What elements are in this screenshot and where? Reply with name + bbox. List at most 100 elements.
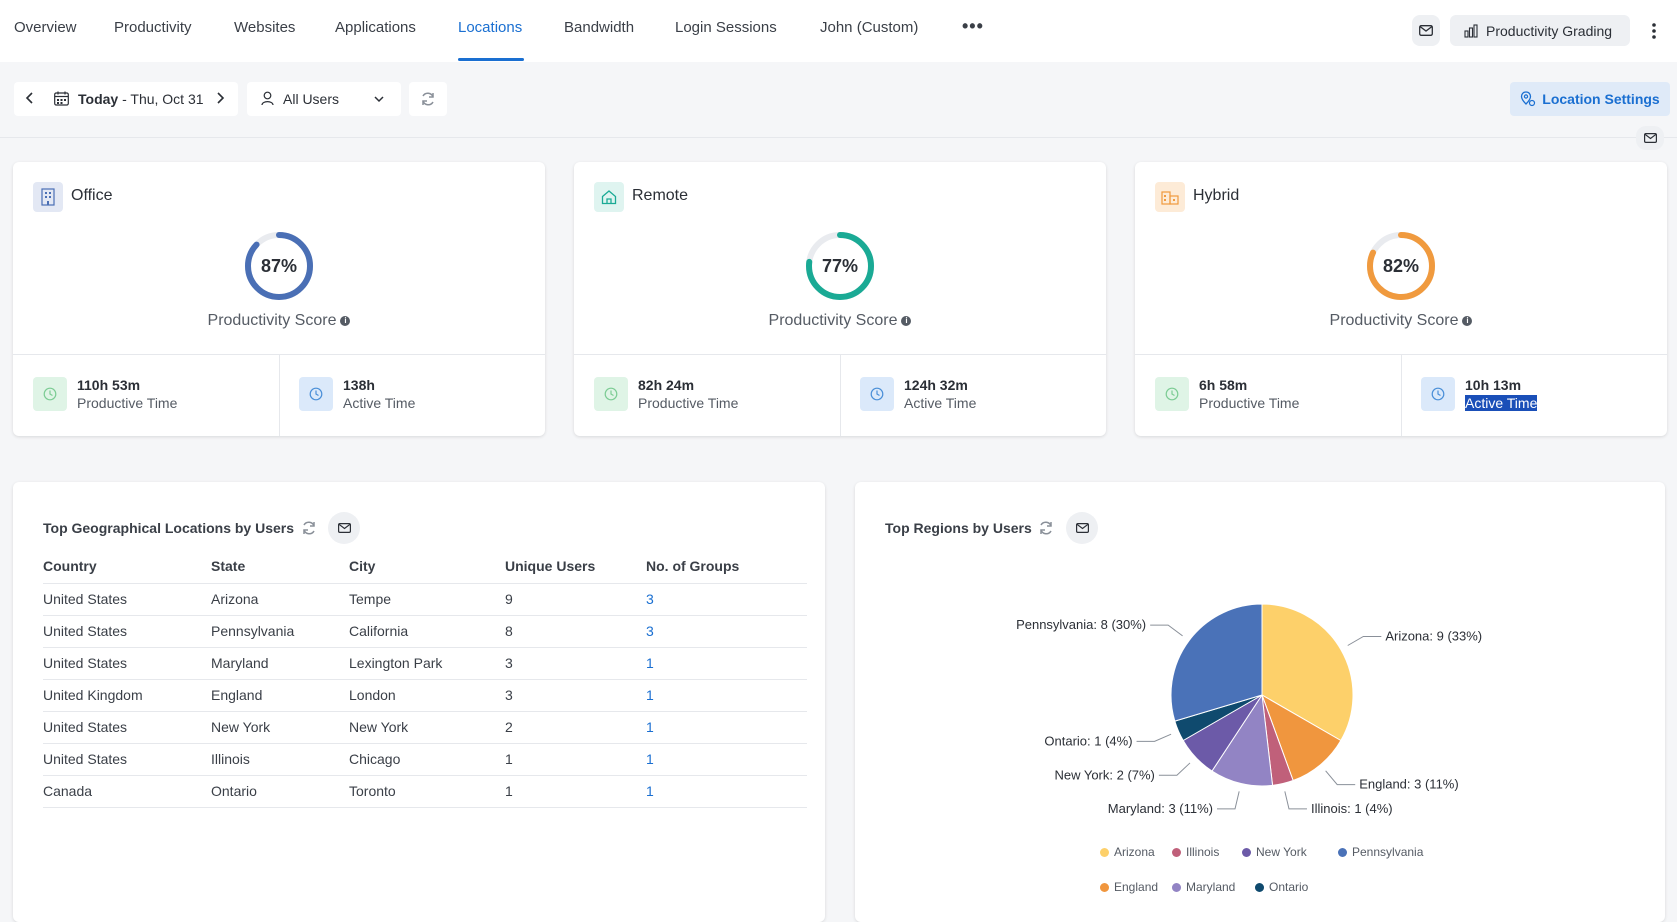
- table-header-row: Country State City Unique Users No. of G…: [43, 549, 807, 584]
- panel-title: Top Geographical Locations by Users: [43, 520, 295, 536]
- groups-cell[interactable]: 1: [646, 647, 807, 680]
- tab-websites[interactable]: Websites: [234, 19, 296, 36]
- hybrid-card: Hybrid 82% Productivity Score i 6h 58m Pr…: [1135, 162, 1667, 436]
- refresh-geo-button[interactable]: [301, 520, 317, 541]
- legend-item-new-york[interactable]: New York: [1242, 845, 1307, 859]
- table-row: United States Maryland Lexington Park 3 1: [43, 647, 807, 680]
- tab-applications[interactable]: Applications: [335, 19, 416, 36]
- legend-label: England: [1114, 880, 1159, 894]
- productivity-grading-button[interactable]: Productivity Grading: [1450, 15, 1630, 46]
- date-today: Today: [78, 91, 119, 107]
- office-building-icon: [33, 182, 63, 212]
- productivity-score-label: Productivity Score i: [13, 312, 545, 330]
- kebab-menu-button[interactable]: [1643, 15, 1665, 46]
- productivity-score-text: Productivity Score: [768, 312, 898, 329]
- tab-john-custom[interactable]: John (Custom): [820, 19, 919, 36]
- top-navigation: Overview Productivity Websites Applicati…: [0, 0, 1677, 62]
- geo-locations-panel: Top Geographical Locations by Users Coun…: [13, 482, 825, 922]
- info-icon[interactable]: i: [340, 315, 351, 326]
- info-icon[interactable]: i: [901, 315, 912, 326]
- column-header-country[interactable]: Country: [43, 549, 211, 584]
- date-selector[interactable]: Today - Thu, Oct 31: [14, 82, 238, 116]
- productive-time-icon: [1155, 377, 1189, 411]
- productivity-score-text: Productivity Score: [1329, 312, 1459, 329]
- refresh-button[interactable]: [409, 82, 447, 116]
- legend-item-arizona[interactable]: Arizona: [1100, 845, 1155, 859]
- legend-item-ontario[interactable]: Ontario: [1255, 880, 1308, 894]
- country-cell: United States: [43, 647, 211, 680]
- groups-cell[interactable]: 1: [646, 679, 807, 712]
- productivity-score-arc: [245, 232, 313, 300]
- legend-label: Pennsylvania: [1352, 845, 1424, 859]
- state-cell: England: [211, 679, 349, 712]
- country-cell: United States: [43, 583, 211, 616]
- groups-cell[interactable]: 3: [646, 583, 807, 616]
- productivity-score-value: 77%: [821, 255, 859, 276]
- country-cell: Canada: [43, 775, 211, 808]
- legend-label: Arizona: [1114, 845, 1155, 859]
- groups-cell[interactable]: 1: [646, 711, 807, 744]
- users-dropdown[interactable]: All Users: [247, 82, 401, 116]
- tab-login-sessions[interactable]: Login Sessions: [675, 19, 777, 36]
- groups-cell[interactable]: 3: [646, 615, 807, 648]
- pie-leader-line: [1217, 791, 1240, 810]
- email-geo-button[interactable]: [328, 512, 360, 544]
- unique-users-cell: 3: [505, 647, 646, 680]
- tab-locations[interactable]: Locations: [458, 19, 523, 36]
- location-settings-icon: [1521, 91, 1536, 107]
- card-title: Remote: [632, 187, 689, 204]
- legend-item-illinois[interactable]: Illinois: [1172, 845, 1219, 859]
- productivity-score-text: Productivity Score: [207, 312, 337, 329]
- productive-time-label: Productive Time: [1199, 395, 1300, 411]
- next-day-button[interactable]: [214, 90, 226, 109]
- pie-slice-pennsylvania[interactable]: [1170, 603, 1263, 722]
- legend-item-maryland[interactable]: Maryland: [1172, 880, 1235, 894]
- mail-icon: [1419, 25, 1433, 36]
- legend-swatch: [1242, 847, 1251, 857]
- table-row: United States Pennsylvania California 8 3: [43, 615, 807, 648]
- info-icon[interactable]: i: [1462, 315, 1473, 326]
- pie-data-label: Arizona: 9 (33%): [1385, 629, 1482, 644]
- country-cell: United States: [43, 615, 211, 648]
- bar-chart-icon: [1464, 23, 1478, 38]
- more-tabs-button[interactable]: •••: [962, 16, 984, 36]
- productivity-score-ring: [245, 232, 313, 300]
- column-header-groups[interactable]: No. of Groups: [646, 549, 807, 584]
- legend-item-england[interactable]: England: [1100, 880, 1158, 894]
- column-header-city[interactable]: City: [349, 549, 505, 584]
- date-value: - Thu, Oct 31: [118, 91, 204, 107]
- email-report-button[interactable]: [1412, 15, 1440, 46]
- email-regions-button[interactable]: [1066, 512, 1098, 544]
- state-cell: Pennsylvania: [211, 615, 349, 648]
- groups-cell[interactable]: 1: [646, 743, 807, 776]
- legend-item-pennsylvania[interactable]: Pennsylvania: [1338, 845, 1423, 859]
- city-cell: Chicago: [349, 743, 505, 776]
- column-header-unique-users[interactable]: Unique Users: [505, 549, 646, 584]
- productive-time-value: 82h 24m: [638, 377, 695, 393]
- email-section-button[interactable]: [1636, 126, 1664, 150]
- pie-leader-line: [1284, 791, 1307, 810]
- active-time-value: 138h: [343, 377, 375, 393]
- location-settings-button[interactable]: Location Settings: [1510, 82, 1670, 116]
- productivity-score-label: Productivity Score i: [574, 312, 1106, 330]
- column-header-state[interactable]: State: [211, 549, 349, 584]
- mail-icon: [1643, 133, 1657, 143]
- geo-table-body: United States Arizona Tempe 9 3 United States…: [43, 583, 807, 808]
- tab-productivity[interactable]: Productivity: [114, 19, 192, 36]
- users-dropdown-value: All Users: [283, 91, 340, 107]
- productive-time-label: Productive Time: [638, 395, 739, 411]
- table-row: Canada Ontario Toronto 1 1: [43, 775, 807, 808]
- table-row: United States Arizona Tempe 9 3: [43, 583, 807, 616]
- legend-swatch: [1255, 882, 1264, 892]
- tab-bandwidth[interactable]: Bandwidth: [564, 19, 635, 36]
- refresh-regions-button[interactable]: [1038, 520, 1054, 541]
- active-time-label: Active Time: [343, 395, 416, 411]
- prev-day-button[interactable]: [24, 90, 36, 109]
- unique-users-cell: 1: [505, 743, 646, 776]
- groups-cell[interactable]: 1: [646, 775, 807, 808]
- legend-swatch: [1100, 882, 1109, 892]
- tab-overview[interactable]: Overview: [14, 19, 77, 36]
- pie-slice-arizona[interactable]: [1261, 603, 1354, 742]
- productive-time-value: 6h 58m: [1199, 377, 1248, 393]
- productivity-score-arc: [1367, 232, 1435, 300]
